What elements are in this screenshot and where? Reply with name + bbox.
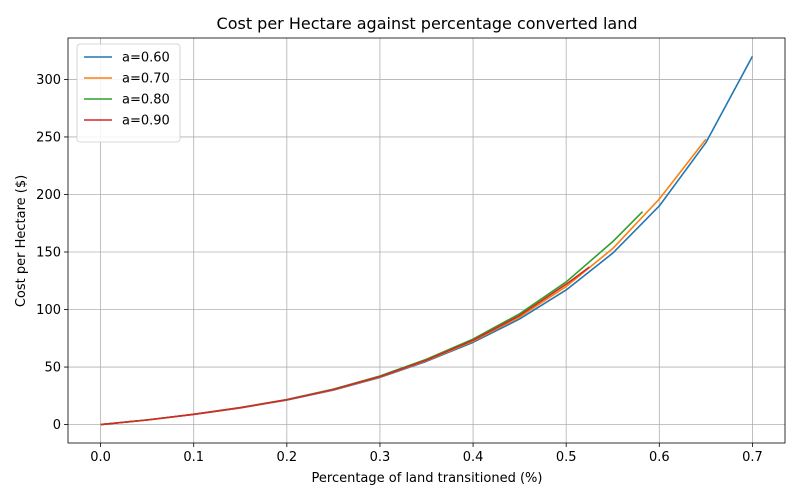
y-axis-label: Cost per Hectare ($) [14, 175, 29, 307]
y-tick-label: 0 [53, 418, 61, 433]
grid [68, 38, 785, 443]
chart-title: Cost per Hectare against percentage conv… [217, 14, 638, 33]
x-tick-label: 0.5 [556, 450, 577, 465]
x-tick-label: 0.3 [370, 450, 391, 465]
legend-label: a=0.70 [122, 72, 170, 87]
y-tick-label: 200 [36, 188, 61, 203]
x-tick-label: 0.2 [276, 450, 297, 465]
x-tick-label: 0.1 [183, 450, 204, 465]
legend-label: a=0.90 [122, 114, 170, 129]
x-tick-label: 0.0 [90, 450, 111, 465]
x-tick-label: 0.4 [463, 450, 484, 465]
plot-frame [67, 37, 786, 444]
x-tick-label: 0.7 [742, 450, 763, 465]
y-tick-label: 300 [36, 73, 61, 88]
y-tick-label: 100 [36, 303, 61, 318]
x-axis-label: Percentage of land transitioned (%) [312, 471, 543, 486]
legend-label: a=0.80 [122, 93, 170, 108]
x-axis: 0.0 0.1 0.2 0.3 0.4 0.5 0.6 0.7 [90, 443, 763, 465]
y-tick-label: 150 [36, 246, 61, 261]
x-tick-label: 0.6 [649, 450, 670, 465]
legend-label: a=0.60 [122, 51, 170, 66]
y-tick-label: 250 [36, 130, 61, 145]
legend-box [76, 43, 181, 143]
legend: a=0.60 a=0.70 a=0.80 a=0.90 [76, 43, 181, 143]
y-axis: 0 50 100 150 200 250 300 [36, 73, 68, 433]
series-layer [100, 56, 754, 426]
series-line-3 [100, 266, 590, 426]
y-tick-label: 50 [44, 361, 61, 376]
